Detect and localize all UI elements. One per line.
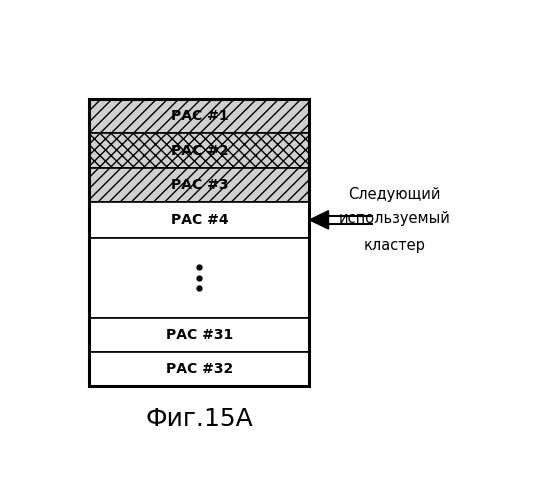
Bar [90,134,310,168]
Bar [90,202,310,238]
Bar [90,352,310,386]
Text: РАС #1: РАС #1 [170,110,228,124]
Bar [90,318,310,352]
Text: Следующий: Следующий [348,187,440,202]
Text: кластер: кластер [363,238,425,253]
Text: используемый: используемый [338,210,450,226]
Text: РАС #4: РАС #4 [170,213,228,227]
Bar [90,99,310,386]
Bar [90,168,310,202]
Polygon shape [310,210,329,229]
Bar [90,99,310,134]
Bar [90,238,310,318]
Text: РАС #31: РАС #31 [166,328,233,342]
Text: РАС #2: РАС #2 [170,144,228,158]
Text: РАС #3: РАС #3 [171,178,228,192]
Text: Фиг.15А: Фиг.15А [146,408,253,432]
Text: РАС #32: РАС #32 [166,362,233,376]
